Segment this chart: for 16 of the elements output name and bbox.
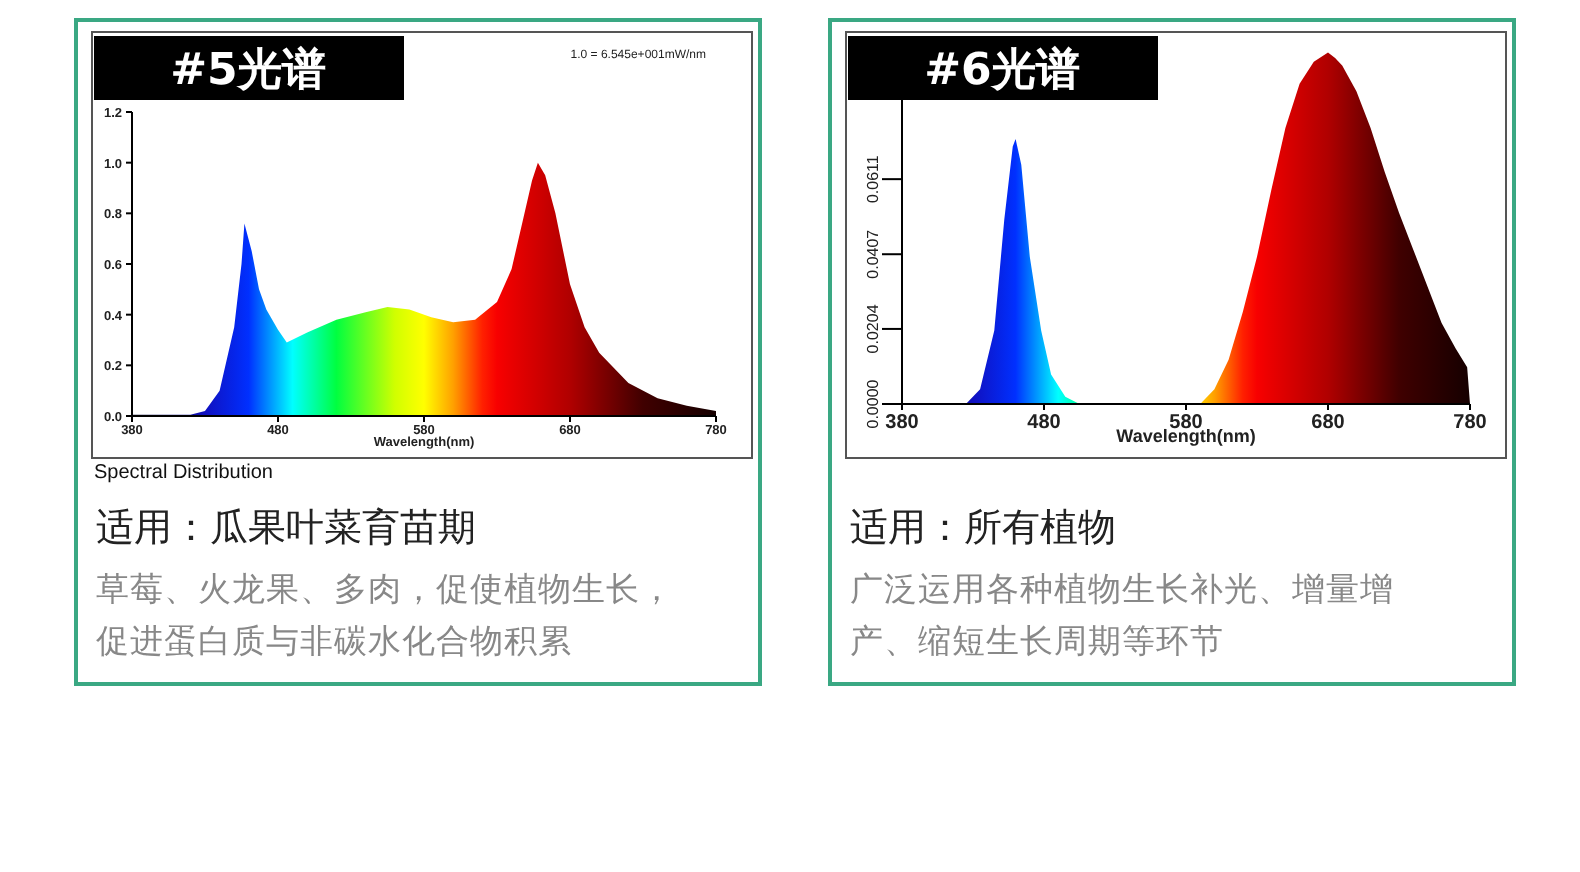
chart-title: #5光谱 — [170, 44, 326, 96]
text: Spectral Distribution — [94, 462, 273, 484]
text: 广泛运用各种植物生长补光、增量增产、缩短生长周期等环节 — [850, 570, 1394, 660]
y-tick-label: 0.0407 — [864, 228, 882, 279]
text: 草莓、火龙果、多肉，促使植物生长，促进蛋白质与非碳水化合物积累 — [96, 570, 674, 660]
x-tick-label: 780 — [1453, 412, 1488, 434]
text: 适用：瓜果叶菜育苗期 — [96, 506, 476, 550]
x-tick-label: 480 — [1027, 412, 1062, 434]
y-tick-label: 0.0204 — [864, 303, 882, 354]
x-tick-label: 680 — [1311, 412, 1346, 434]
y-tick-label: 0.0611 — [864, 154, 882, 204]
text: 适用：所有植物 — [850, 506, 1116, 550]
x-axis-title: Wavelength(nm) — [1116, 426, 1256, 446]
x-tick-label: 380 — [885, 412, 920, 434]
y-tick-label: 0.0000 — [864, 378, 882, 429]
chart-title: #6光谱 — [924, 44, 1080, 96]
